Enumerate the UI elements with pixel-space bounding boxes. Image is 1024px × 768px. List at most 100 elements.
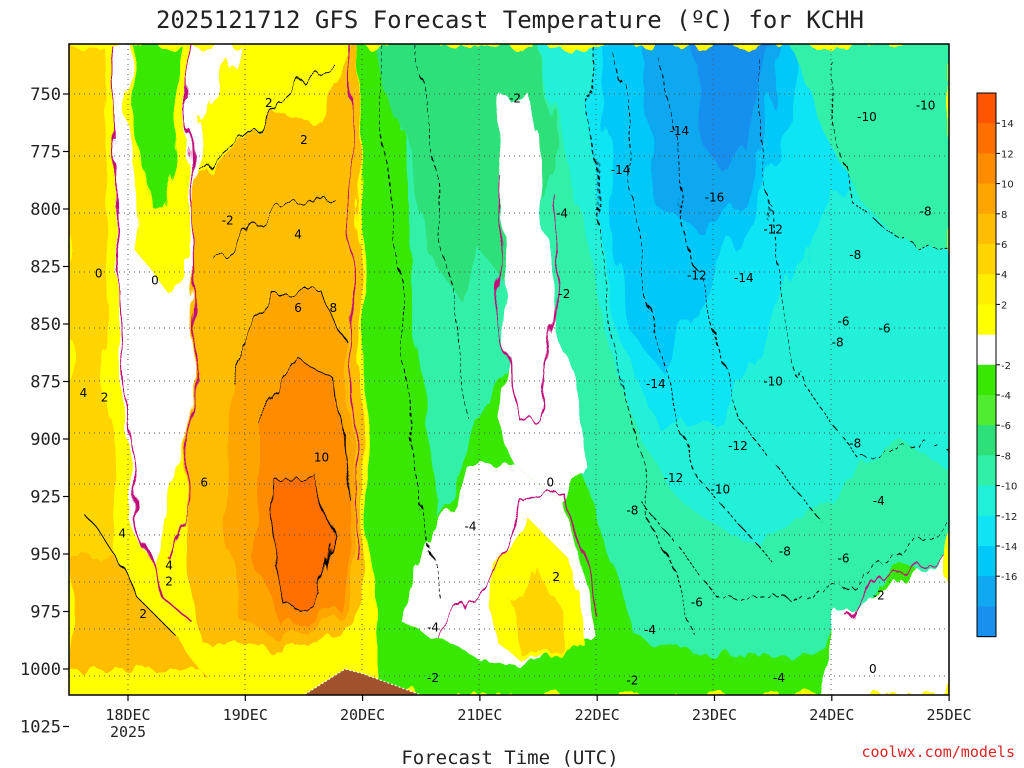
colorbar-tick-label: -2 <box>1001 361 1011 372</box>
contour-label: -2 <box>873 588 885 602</box>
x-tick-label: 20DEC <box>340 706 385 724</box>
colorbar-tick-label: -14 <box>1001 542 1017 553</box>
colorbar-tick-label: -6 <box>1001 421 1011 432</box>
contour-label: -8 <box>849 248 861 262</box>
contour-label: -2 <box>509 92 521 106</box>
colorbar-segment <box>977 455 996 487</box>
contour-label: 2 <box>139 607 147 621</box>
colorbar-tick-label: -12 <box>1001 512 1017 523</box>
contour-label: 8 <box>329 301 337 315</box>
colorbar-tick-label: -4 <box>1001 391 1011 402</box>
x-tick-label: 22DEC <box>575 706 620 724</box>
contour-label: -4 <box>644 623 656 637</box>
contour-label: -6 <box>838 315 850 329</box>
contour-label: -10 <box>916 99 936 113</box>
contour-label: -6 <box>879 322 891 336</box>
y-tick-label: 950 <box>30 545 61 565</box>
colorbar-tick-label: 6 <box>1001 240 1007 251</box>
contour-label: 2 <box>265 96 273 110</box>
colorbar-segment <box>977 425 996 456</box>
contour-label: 2 <box>101 391 109 405</box>
colorbar-segment <box>977 153 996 185</box>
y-tick-label: 850 <box>30 315 61 335</box>
contour-label: -8 <box>920 204 932 218</box>
x-tick-label: 21DEC <box>457 706 502 724</box>
contour-label: -2 <box>558 287 570 301</box>
contour-label: -14 <box>611 163 631 177</box>
contour-label: -2 <box>626 674 638 688</box>
colorbar-tick-label: 14 <box>1001 119 1014 130</box>
y-tick-label: 975 <box>30 603 61 623</box>
contour-label: -10 <box>763 375 783 389</box>
contour-label: -4 <box>465 519 477 533</box>
contour-label: 2 <box>552 570 560 584</box>
x-tick-label: 24DEC <box>809 706 854 724</box>
contour-label: 4 <box>294 227 302 241</box>
credit-text: coolwx.com/models <box>861 743 1015 761</box>
contour-label: 4 <box>165 559 173 573</box>
colorbar-tick-label: -8 <box>1001 451 1011 462</box>
chart-title: 2025121712 GFS Forecast Temperature (ºC)… <box>156 6 864 34</box>
contour-label: -10 <box>711 483 731 497</box>
zero-contours <box>109 44 949 641</box>
y-axis: 750 775 800 825 850 875 900 925 950 975 1000 1025 <box>20 85 69 738</box>
colorbar-tick-label: -16 <box>1001 572 1017 583</box>
x-tick-label: 19DEC <box>223 706 268 724</box>
y-tick-label: 925 <box>30 488 61 508</box>
colorbar-segment <box>977 93 996 124</box>
contour-label: 4 <box>80 386 88 400</box>
contour-label: -4 <box>873 494 885 508</box>
y-tick-label: 800 <box>30 200 61 220</box>
colorbar-segment <box>977 123 996 154</box>
colorbar-segment <box>977 606 996 638</box>
colorbar-tick-label: 2 <box>1001 300 1007 311</box>
contour-label: -8 <box>832 335 844 349</box>
isotherms-cold <box>379 44 949 641</box>
colorbar-segment <box>977 274 996 305</box>
x-tick-label: 25DEC <box>927 706 972 724</box>
grid-lines <box>69 44 949 695</box>
x-axis-title: Forecast Time (UTC) <box>401 747 618 768</box>
colorbar-segment <box>977 576 996 607</box>
contour-label: 0 <box>546 476 554 490</box>
contour-label: -16 <box>705 191 725 205</box>
colorbar-segment <box>977 213 996 245</box>
contour-label: 2 <box>300 133 308 147</box>
contour-label: -12 <box>664 471 684 485</box>
colorbar-segment <box>977 485 996 517</box>
colorbar-segment <box>977 244 996 275</box>
y-tick-label: 750 <box>30 85 61 105</box>
contour-label: -14 <box>734 271 754 285</box>
colorbar-segment <box>977 395 996 426</box>
contour-label: 0 <box>95 266 103 280</box>
contour-label: -14 <box>670 124 690 138</box>
contour-label: 6 <box>294 301 302 315</box>
contour-label: 4 <box>118 526 126 540</box>
contour-label: -4 <box>427 621 439 635</box>
y-tick-label: 775 <box>30 143 61 163</box>
colorbar-segment <box>977 304 996 336</box>
colorbar-tick-label: 4 <box>1001 270 1007 281</box>
colorbar-tick-label: -10 <box>1001 482 1017 493</box>
x-tick-label: 23DEC <box>692 706 737 724</box>
x-tick-sublabel: 2025 <box>110 723 146 741</box>
y-tick-label: 1025 <box>20 718 61 738</box>
contour-label: -6 <box>838 552 850 566</box>
contour-label: -4 <box>773 671 785 685</box>
contour-label: 0 <box>151 273 159 287</box>
colorbar-segment <box>977 364 996 396</box>
colorbar-segment <box>977 183 996 215</box>
isotherms-warm <box>89 59 351 641</box>
colorbar-segment <box>977 546 996 577</box>
y-tick-label: 900 <box>30 430 61 450</box>
contour-label: 10 <box>314 450 329 464</box>
y-tick-label: 1000 <box>20 660 61 680</box>
y-tick-label: 875 <box>30 373 61 393</box>
contour-label: -6 <box>691 595 703 609</box>
contour-label: -8 <box>849 437 861 451</box>
colorbar-tick-label: 8 <box>1001 210 1007 221</box>
y-tick-label: 825 <box>30 258 61 278</box>
contour-label: -2 <box>427 671 439 685</box>
colorbar-tick-label: 10 <box>1001 180 1014 191</box>
